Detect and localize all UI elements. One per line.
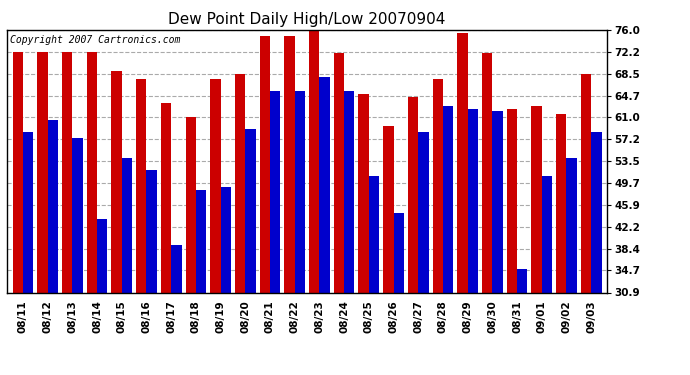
Bar	[566, 158, 577, 292]
Bar	[136, 80, 146, 292]
Bar	[87, 52, 97, 292]
Bar	[408, 97, 418, 292]
Bar	[358, 94, 369, 292]
Bar	[556, 114, 566, 292]
Bar	[235, 74, 245, 292]
Bar	[433, 80, 443, 292]
Bar	[493, 111, 503, 292]
Bar	[531, 106, 542, 292]
Bar	[319, 76, 330, 292]
Bar	[284, 36, 295, 292]
Bar	[309, 30, 319, 292]
Bar	[210, 80, 221, 292]
Bar	[468, 109, 478, 292]
Bar	[334, 53, 344, 292]
Bar	[295, 91, 305, 292]
Bar	[482, 53, 493, 292]
Bar	[62, 52, 72, 292]
Bar	[111, 71, 121, 292]
Bar	[146, 170, 157, 292]
Title: Dew Point Daily High/Low 20070904: Dew Point Daily High/Low 20070904	[168, 12, 446, 27]
Bar	[270, 91, 280, 292]
Bar	[186, 117, 196, 292]
Bar	[12, 52, 23, 292]
Bar	[48, 120, 58, 292]
Bar	[23, 132, 33, 292]
Bar	[517, 268, 527, 292]
Bar	[221, 187, 231, 292]
Bar	[344, 91, 355, 292]
Bar	[171, 245, 181, 292]
Bar	[369, 176, 380, 292]
Bar	[418, 132, 428, 292]
Bar	[259, 36, 270, 292]
Bar	[581, 74, 591, 292]
Bar	[245, 129, 256, 292]
Bar	[161, 103, 171, 292]
Bar	[443, 106, 453, 292]
Bar	[196, 190, 206, 292]
Bar	[383, 126, 393, 292]
Bar	[121, 158, 132, 292]
Bar	[591, 132, 602, 292]
Bar	[506, 109, 517, 292]
Bar	[393, 213, 404, 292]
Text: Copyright 2007 Cartronics.com: Copyright 2007 Cartronics.com	[10, 35, 180, 45]
Bar	[457, 33, 468, 292]
Bar	[72, 138, 83, 292]
Bar	[37, 52, 48, 292]
Bar	[97, 219, 108, 292]
Bar	[542, 176, 552, 292]
